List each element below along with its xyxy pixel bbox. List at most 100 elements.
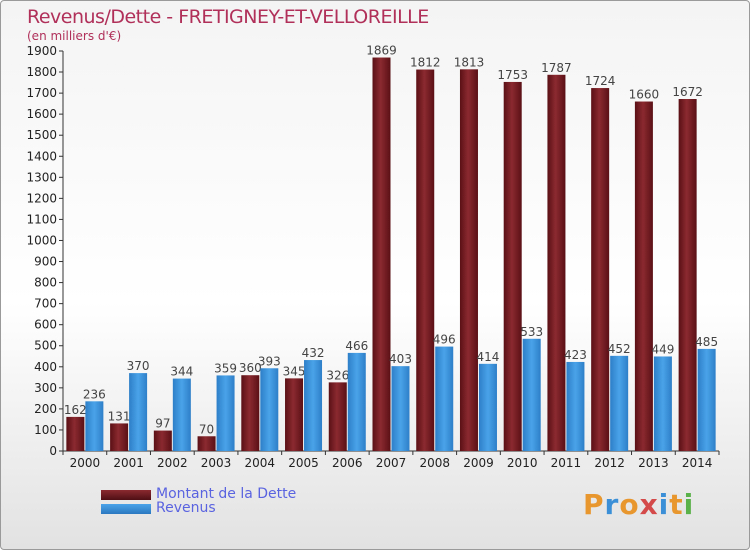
debt-value-label: 1672 [672, 85, 703, 99]
debt-bar [197, 436, 216, 451]
logo-letter: i [658, 488, 670, 521]
debt-value-label: 1813 [454, 55, 485, 69]
x-tick-label: 2000 [70, 456, 101, 470]
y-tick-label: 700 [34, 297, 57, 311]
x-tick-label: 2007 [376, 456, 407, 470]
revenue-bar [172, 378, 191, 451]
x-tick-label: 2004 [245, 456, 276, 470]
debt-bar [416, 69, 435, 452]
revenue-value-label: 449 [651, 342, 674, 356]
chart-subtitle: (en milliers d'€) [27, 29, 122, 43]
logo-letter: i [683, 488, 695, 521]
y-tick-label: 1200 [26, 191, 57, 205]
debt-value-label: 360 [239, 361, 262, 375]
revenue-bar [216, 375, 235, 451]
y-tick-label: 1800 [26, 65, 57, 79]
revenue-bar [653, 356, 672, 451]
revenue-value-label: 533 [520, 325, 543, 339]
legend-swatch-revenue [101, 504, 151, 514]
logo-letter: x [639, 488, 659, 521]
y-tick-label: 100 [34, 423, 57, 437]
debt-bar [241, 375, 260, 451]
debt-value-label: 162 [64, 403, 87, 417]
x-tick-label: 2014 [682, 456, 713, 470]
revenue-bar [522, 338, 541, 451]
debt-bar [328, 382, 347, 451]
x-tick-label: 2009 [463, 456, 494, 470]
legend-swatch-debt [101, 490, 151, 500]
debt-value-label: 1660 [629, 88, 660, 102]
proxiti-logo: Proxiti [583, 488, 694, 521]
debt-bar [285, 378, 304, 451]
y-tick-label: 200 [34, 402, 57, 416]
legend-label-debt: Montant de la Dette [156, 486, 297, 502]
debt-value-label: 70 [199, 422, 214, 436]
x-tick-label: 2011 [551, 456, 582, 470]
revenue-bar [391, 366, 410, 451]
y-tick-label: 1000 [26, 233, 57, 247]
x-tick-label: 2002 [157, 456, 188, 470]
revenue-bar [435, 346, 454, 451]
debt-value-label: 97 [155, 417, 170, 431]
debt-value-label: 131 [108, 409, 131, 423]
logo-letter: t [669, 488, 684, 521]
revenue-bar [610, 355, 629, 451]
debt-bar [547, 74, 566, 451]
y-tick-label: 400 [34, 360, 57, 374]
revenue-bar [304, 360, 323, 451]
revenue-bar [697, 348, 716, 451]
y-tick-label: 0 [49, 444, 57, 458]
revenue-value-label: 236 [83, 387, 106, 401]
y-tick-label: 1100 [26, 212, 57, 226]
debt-bar [459, 69, 478, 451]
x-tick-label: 2012 [594, 456, 625, 470]
x-tick-label: 2003 [201, 456, 232, 470]
y-tick-label: 500 [34, 339, 57, 353]
logo-letter: P [583, 488, 605, 521]
revenue-bar [129, 373, 148, 451]
debt-value-label: 1812 [410, 56, 441, 70]
x-tick-label: 2005 [288, 456, 319, 470]
revenue-bar [260, 368, 279, 451]
debt-value-label: 1787 [541, 61, 572, 75]
x-tick-label: 2010 [507, 456, 538, 470]
debt-bar [66, 416, 85, 451]
revenue-value-label: 423 [564, 348, 587, 362]
debt-value-label: 345 [283, 364, 306, 378]
debt-bar [503, 81, 522, 452]
revenue-value-label: 485 [695, 335, 718, 349]
y-tick-label: 1900 [26, 44, 57, 58]
debt-bar [678, 99, 697, 451]
revenue-value-label: 370 [127, 359, 150, 373]
revenue-value-label: 414 [477, 350, 500, 364]
debt-bar [153, 430, 172, 451]
x-tick-label: 2001 [113, 456, 144, 470]
y-tick-label: 1300 [26, 170, 57, 184]
revenue-bar [566, 361, 585, 451]
revenue-value-label: 466 [345, 339, 368, 353]
revenue-bar [85, 401, 104, 451]
revenue-value-label: 359 [214, 361, 237, 375]
chart-title: Revenus/Dette - FRETIGNEY-ET-VELLOREILLE [27, 6, 429, 28]
y-tick-label: 1400 [26, 149, 57, 163]
y-tick-label: 300 [34, 381, 57, 395]
revenue-value-label: 496 [433, 333, 456, 347]
debt-bar [591, 88, 610, 451]
x-tick-label: 2013 [638, 456, 669, 470]
revenue-value-label: 432 [302, 346, 325, 360]
revenue-value-label: 344 [170, 365, 193, 379]
x-tick-label: 2008 [419, 456, 450, 470]
logo-letter: r [604, 488, 620, 521]
y-tick-label: 900 [34, 255, 57, 269]
debt-bar [634, 101, 653, 452]
debt-bar [372, 57, 391, 452]
revenue-bar [347, 352, 366, 451]
y-tick-label: 1500 [26, 128, 57, 142]
revenue-value-label: 403 [389, 352, 412, 366]
legend-label-revenue: Revenus [156, 500, 216, 516]
revenue-bar [478, 363, 497, 451]
x-tick-label: 2006 [332, 456, 363, 470]
debt-value-label: 326 [326, 368, 349, 382]
